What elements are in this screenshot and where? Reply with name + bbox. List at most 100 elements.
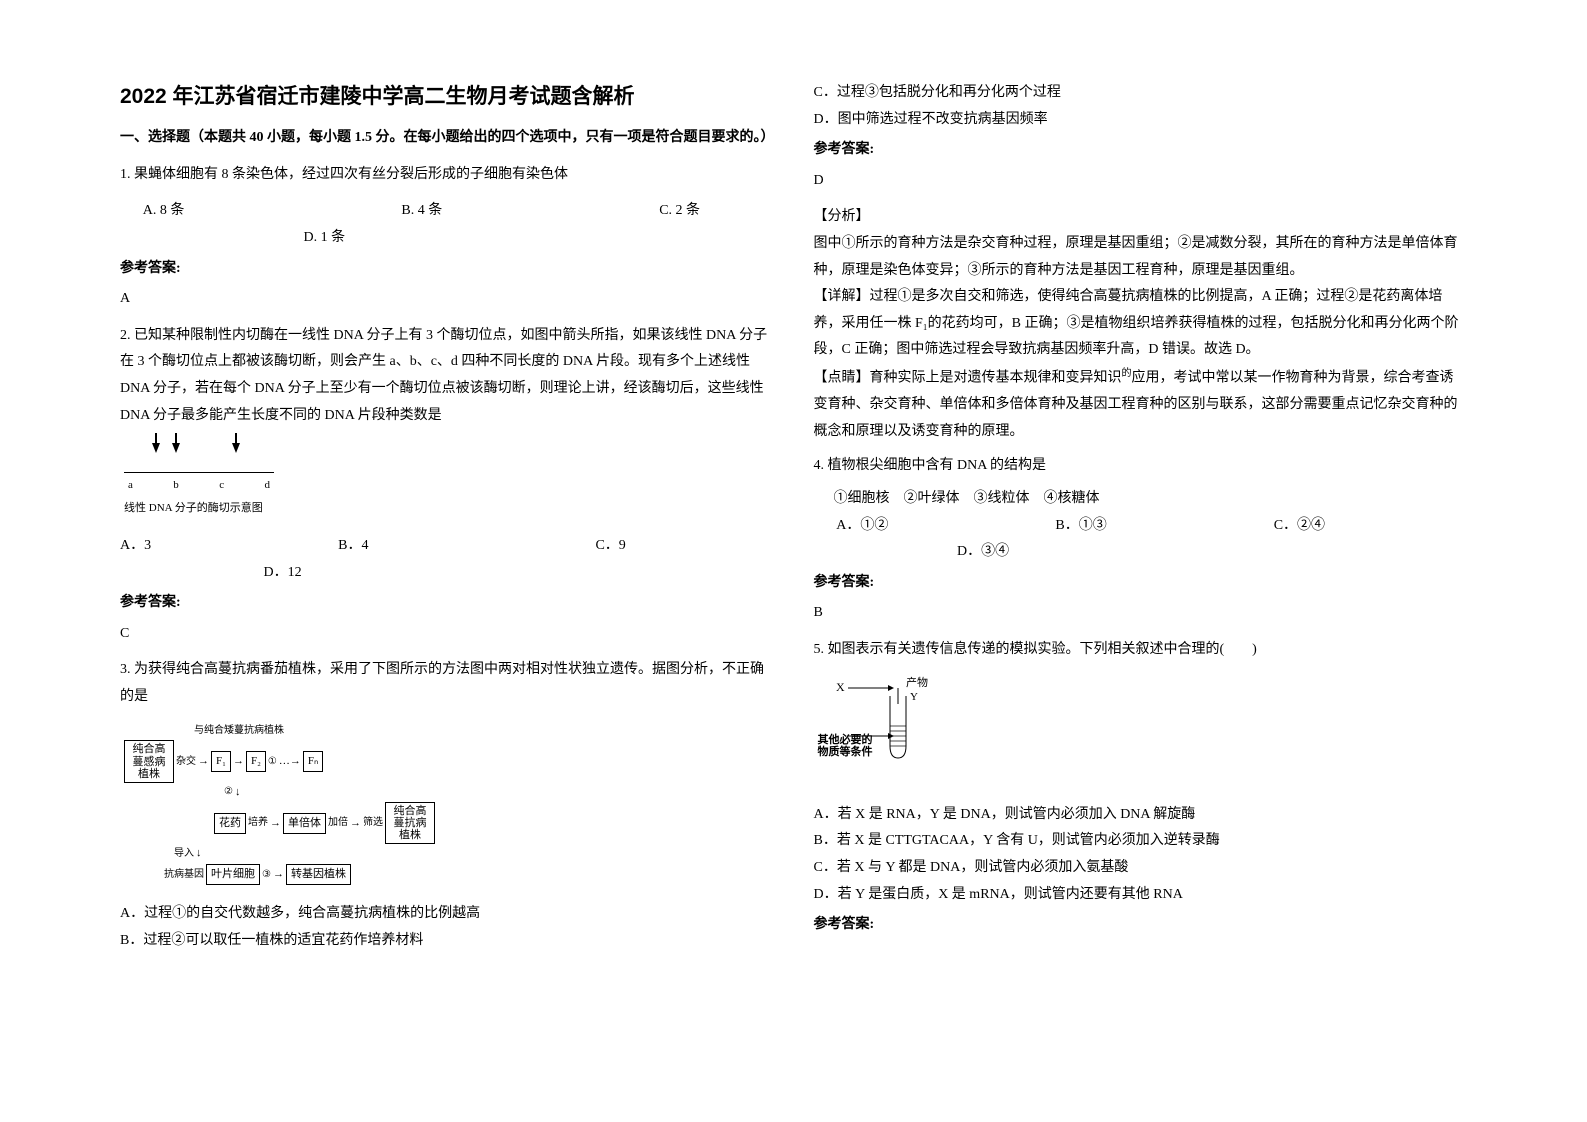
- q3-huayao: 花药: [214, 813, 246, 834]
- dna-arrow-icon: [172, 443, 180, 453]
- dna-label-b: b: [173, 475, 179, 496]
- arrow-icon: →: [273, 867, 284, 882]
- q3-daoru: 导入: [174, 847, 194, 861]
- q2-answer: C: [120, 621, 774, 648]
- question-3-cont: C．过程③包括脱分化和再分化两个过程 D．图中筛选过程不改变抗病基因频率 参考答…: [814, 80, 1468, 445]
- q1-options-row1: A. 8 条 B. 4 条 C. 2 条: [120, 198, 774, 225]
- q2-options-row1: A．3 B．4 C．9: [120, 533, 774, 560]
- q5-optB: B．若 X 是 CTTGTACAA，Y 含有 U，则试管内必须加入逆转录酶: [814, 828, 1468, 855]
- dna-label-c: c: [219, 475, 224, 496]
- q3-fn: Fₙ: [303, 751, 324, 772]
- q3-analysis-label: 【分析】: [814, 204, 1468, 231]
- q3-yepian: 叶片细胞: [206, 864, 260, 885]
- q3-circ3: ③: [262, 868, 271, 882]
- q2-optD: D．12: [264, 565, 302, 580]
- q1-optA: A. 8 条: [143, 203, 185, 218]
- dna-label-a: a: [128, 475, 133, 496]
- q3-optA: A．过程①的自交代数越多，纯合高蔓抗病植株的比例越高: [120, 901, 774, 928]
- page-title: 2022 年江苏省宿迁市建陵中学高二生物月考试题含解析: [120, 80, 774, 110]
- q3-analysis3-pre: 【点睛】育种实际上是对遗传基本规律和变异知识: [814, 371, 1122, 386]
- q3-text: 3. 为获得纯合高蔓抗病番茄植株，采用了下图所示的方法图中两对相对性状独立遗传。…: [120, 657, 774, 710]
- dna-labels: a b c d: [124, 473, 274, 496]
- q2-answer-label: 参考答案:: [120, 590, 774, 617]
- q1-options-row2: D. 1 条: [120, 225, 774, 252]
- q5-x-label: X: [836, 680, 845, 694]
- arrow-icon: →: [233, 754, 244, 769]
- q3-top-label: 与纯合矮蔓抗病植株: [194, 724, 284, 738]
- q1-answer: A: [120, 286, 774, 313]
- dna-arrow-icon: [232, 443, 240, 453]
- arrow-down-icon: ↓: [235, 785, 241, 800]
- q3-circ2: ②: [224, 785, 233, 799]
- q3-answer: D: [814, 168, 1468, 195]
- q1-optB: B. 4 条: [401, 203, 442, 218]
- q3-optD: D．图中筛选过程不改变抗病基因频率: [814, 107, 1468, 134]
- q3-diagram: 与纯合矮蔓抗病植株 纯合高蔓感病植株 杂交 → F₁ → F₂ ① …→ Fₙ …: [120, 720, 774, 891]
- q1-text: 1. 果蝇体细胞有 8 条染色体，经过四次有丝分裂后形成的子细胞有染色体: [120, 162, 774, 189]
- q5-optD: D．若 Y 是蛋白质，X 是 mRNA，则试管内还要有其他 RNA: [814, 882, 1468, 909]
- q3-analysis2: 【详解】过程①是多次自交和筛选，使得纯合高蔓抗病植株的比例提高，A 正确；过程②…: [814, 284, 1468, 364]
- q5-optA: A．若 X 是 RNA，Y 是 DNA，则试管内必须加入 DNA 解旋酶: [814, 802, 1468, 829]
- q3-analysis3-sup: 的: [1122, 368, 1132, 379]
- q5-diagram: X 产物 Y 其他必要的物质等条件: [814, 672, 934, 794]
- arrow-icon: …→: [279, 754, 301, 769]
- q2-text: 2. 已知某种限制性内切酶在一线性 DNA 分子上有 3 个酶切位点，如图中箭头…: [120, 323, 774, 429]
- q3-analysis1: 图中①所示的育种方法是杂交育种过程，原理是基因重组；②是减数分裂，其所在的育种方…: [814, 231, 1468, 284]
- q3-result: 纯合高蔓抗病植株: [385, 802, 435, 844]
- q4-optB: B．①③: [1055, 518, 1106, 533]
- q3-box1: 纯合高蔓感病植株: [124, 740, 174, 782]
- q3-optC: C．过程③包括脱分化和再分化两个过程: [814, 80, 1468, 107]
- q3-answer-label: 参考答案:: [814, 137, 1468, 164]
- q4-answer: B: [814, 600, 1468, 627]
- q5-conditions: 其他必要的物质等条件: [818, 734, 878, 758]
- q2-options-row2: D．12: [120, 560, 774, 587]
- q3-shaixuan: 筛选: [363, 816, 383, 830]
- q5-text: 5. 如图表示有关遗传信息传递的模拟实验。下列相关叙述中合理的( ): [814, 637, 1468, 664]
- q4-optD: D．③④: [957, 544, 1009, 559]
- q1-answer-label: 参考答案:: [120, 256, 774, 283]
- q4-optC: C．②④: [1274, 518, 1325, 533]
- q3-zhuanji: 转基因植株: [286, 864, 351, 885]
- question-2: 2. 已知某种限制性内切酶在一线性 DNA 分子上有 3 个酶切位点，如图中箭头…: [120, 323, 774, 648]
- dna-arrow-icon: [152, 443, 160, 453]
- q5-answer-label: 参考答案:: [814, 912, 1468, 939]
- q3-optB: B．过程②可以取任一植株的适宜花药作培养材料: [120, 928, 774, 955]
- q1-optD: D. 1 条: [304, 230, 346, 245]
- q1-optC: C. 2 条: [659, 203, 700, 218]
- dna-label-d: d: [265, 475, 271, 496]
- arrow-icon: →: [198, 754, 209, 769]
- q5-y-label: Y: [910, 691, 918, 703]
- q2-optA: A．3: [120, 538, 151, 553]
- question-3: 3. 为获得纯合高蔓抗病番茄植株，采用了下图所示的方法图中两对相对性状独立遗传。…: [120, 657, 774, 954]
- q3-kangbing: 抗病基因: [164, 868, 204, 882]
- q4-subtext: ①细胞核 ②叶绿体 ③线粒体 ④核糖体: [814, 486, 1468, 513]
- question-4: 4. 植物根尖细胞中含有 DNA 的结构是 ①细胞核 ②叶绿体 ③线粒体 ④核糖…: [814, 453, 1468, 627]
- dna-caption: 线性 DNA 分子的酶切示意图: [124, 498, 284, 519]
- q3-jiabei: 加倍: [328, 816, 348, 830]
- q3-f2: F₂: [246, 751, 266, 772]
- q2-optB: B．4: [338, 538, 368, 553]
- question-5: 5. 如图表示有关遗传信息传递的模拟实验。下列相关叙述中合理的( ) X 产物 …: [814, 637, 1468, 939]
- arrow-down-icon: ↓: [196, 846, 202, 861]
- question-1: 1. 果蝇体细胞有 8 条染色体，经过四次有丝分裂后形成的子细胞有染色体 A. …: [120, 162, 774, 313]
- q2-diagram: a b c d 线性 DNA 分子的酶切示意图: [120, 439, 774, 523]
- q3-f1: F₁: [211, 751, 231, 772]
- q3-peiyang: 培养: [248, 816, 268, 830]
- q5-product-label: 产物: [906, 676, 928, 689]
- q2-optC: C．9: [595, 538, 625, 553]
- q5-optC: C．若 X 与 Y 都是 DNA，则试管内必须加入氨基酸: [814, 855, 1468, 882]
- right-column: C．过程③包括脱分化和再分化两个过程 D．图中筛选过程不改变抗病基因频率 参考答…: [794, 80, 1488, 1082]
- dna-line: [124, 443, 274, 473]
- q4-options-row2: D．③④: [814, 539, 1468, 566]
- arrow-icon: →: [350, 816, 361, 831]
- q3-cross: 杂交: [176, 755, 196, 769]
- q3-circ1: ①: [268, 755, 277, 769]
- q3-analysis3: 【点睛】育种实际上是对遗传基本规律和变异知识的应用，考试中常以某一作物育种为背景…: [814, 364, 1468, 445]
- q4-text: 4. 植物根尖细胞中含有 DNA 的结构是: [814, 453, 1468, 480]
- q4-options-row1: A．①② B．①③ C．②④: [814, 513, 1468, 540]
- q4-answer-label: 参考答案:: [814, 570, 1468, 597]
- left-column: 2022 年江苏省宿迁市建陵中学高二生物月考试题含解析 一、选择题（本题共 40…: [100, 80, 794, 1082]
- section-header: 一、选择题（本题共 40 小题，每小题 1.5 分。在每小题给出的四个选项中，只…: [120, 126, 774, 150]
- arrow-icon: →: [270, 816, 281, 831]
- q3-danbeiti: 单倍体: [283, 813, 326, 834]
